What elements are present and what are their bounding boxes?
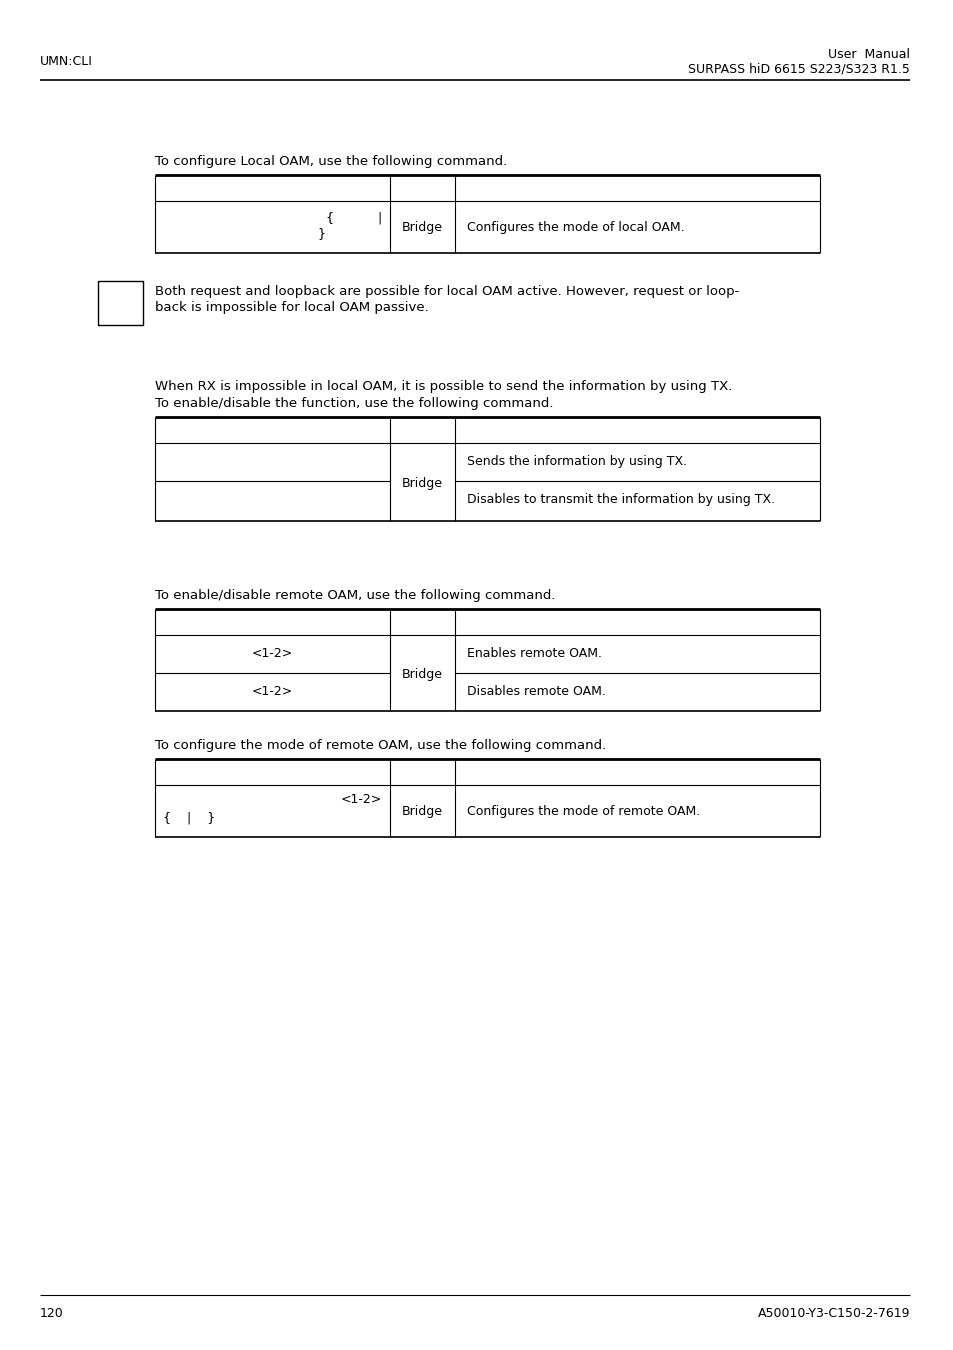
Text: back is impossible for local OAM passive.: back is impossible for local OAM passive… — [154, 301, 428, 315]
Text: SURPASS hiD 6615 S223/S323 R1.5: SURPASS hiD 6615 S223/S323 R1.5 — [687, 63, 909, 76]
Text: 120: 120 — [40, 1307, 64, 1320]
Text: To configure the mode of remote OAM, use the following command.: To configure the mode of remote OAM, use… — [154, 738, 605, 752]
Text: {           |: { | — [325, 211, 381, 224]
Text: <1-2>: <1-2> — [252, 684, 293, 698]
Text: Enables remote OAM.: Enables remote OAM. — [467, 647, 601, 660]
Text: Bridge: Bridge — [401, 477, 442, 490]
Text: {    |    }: { | } — [163, 811, 215, 824]
Text: When RX is impossible in local OAM, it is possible to send the information by us: When RX is impossible in local OAM, it i… — [154, 379, 732, 393]
Text: To enable/disable the function, use the following command.: To enable/disable the function, use the … — [154, 397, 553, 410]
Text: Sends the information by using TX.: Sends the information by using TX. — [467, 455, 686, 468]
Text: Bridge: Bridge — [401, 668, 442, 680]
Text: Disables remote OAM.: Disables remote OAM. — [467, 684, 605, 698]
Text: Configures the mode of remote OAM.: Configures the mode of remote OAM. — [467, 805, 700, 818]
Text: Bridge: Bridge — [401, 805, 442, 818]
Text: Disables to transmit the information by using TX.: Disables to transmit the information by … — [467, 493, 774, 506]
Text: <1-2>: <1-2> — [252, 647, 293, 660]
Text: <1-2>: <1-2> — [340, 792, 381, 806]
Text: Bridge: Bridge — [401, 221, 442, 234]
Text: Configures the mode of local OAM.: Configures the mode of local OAM. — [467, 221, 684, 234]
Text: Both request and loopback are possible for local OAM active. However, request or: Both request and loopback are possible f… — [154, 285, 739, 298]
Text: A50010-Y3-C150-2-7619: A50010-Y3-C150-2-7619 — [757, 1307, 909, 1320]
Text: To enable/disable remote OAM, use the following command.: To enable/disable remote OAM, use the fo… — [154, 589, 555, 602]
Text: To configure Local OAM, use the following command.: To configure Local OAM, use the followin… — [154, 155, 507, 167]
Text: UMN:CLI: UMN:CLI — [40, 55, 92, 68]
Text: }: } — [316, 227, 325, 240]
Text: User  Manual: User Manual — [827, 49, 909, 61]
